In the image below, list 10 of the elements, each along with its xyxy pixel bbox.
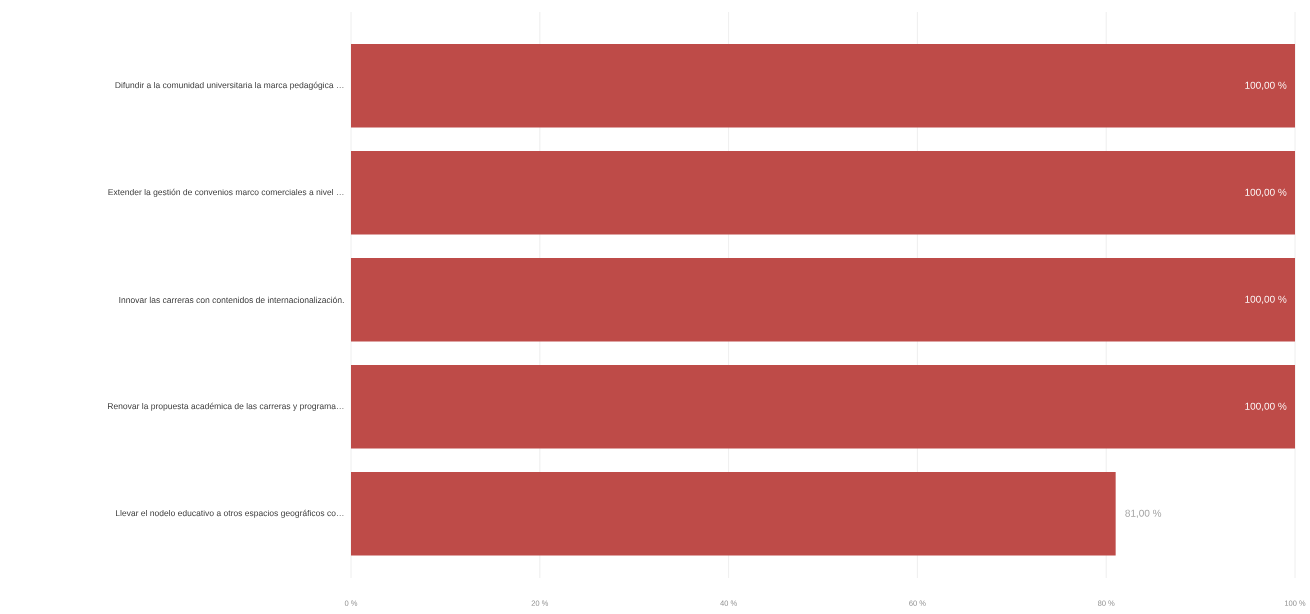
y-tick-label: Extender la gestión de convenios marco comerciales a nivel … bbox=[108, 188, 344, 197]
data-label: 81,00 % bbox=[1125, 509, 1162, 518]
data-label: 100,00 % bbox=[1245, 295, 1287, 304]
data-label: 100,00 % bbox=[1245, 188, 1287, 197]
data-label: 100,00 % bbox=[1245, 81, 1287, 90]
y-tick-label: Renovar la propuesta académica de las carreras y programa… bbox=[108, 402, 344, 411]
y-tick-label: Innovar las carreras con contenidos de internacionalización. bbox=[119, 296, 344, 303]
y-tick-label: Llevar el nodelo educativo a otros espacios geográficos co… bbox=[116, 509, 344, 518]
y-tick-label: Difundir a la comunidad universitaria la marca pedagógica … bbox=[115, 81, 344, 90]
data-label: 100,00 % bbox=[1245, 402, 1287, 411]
